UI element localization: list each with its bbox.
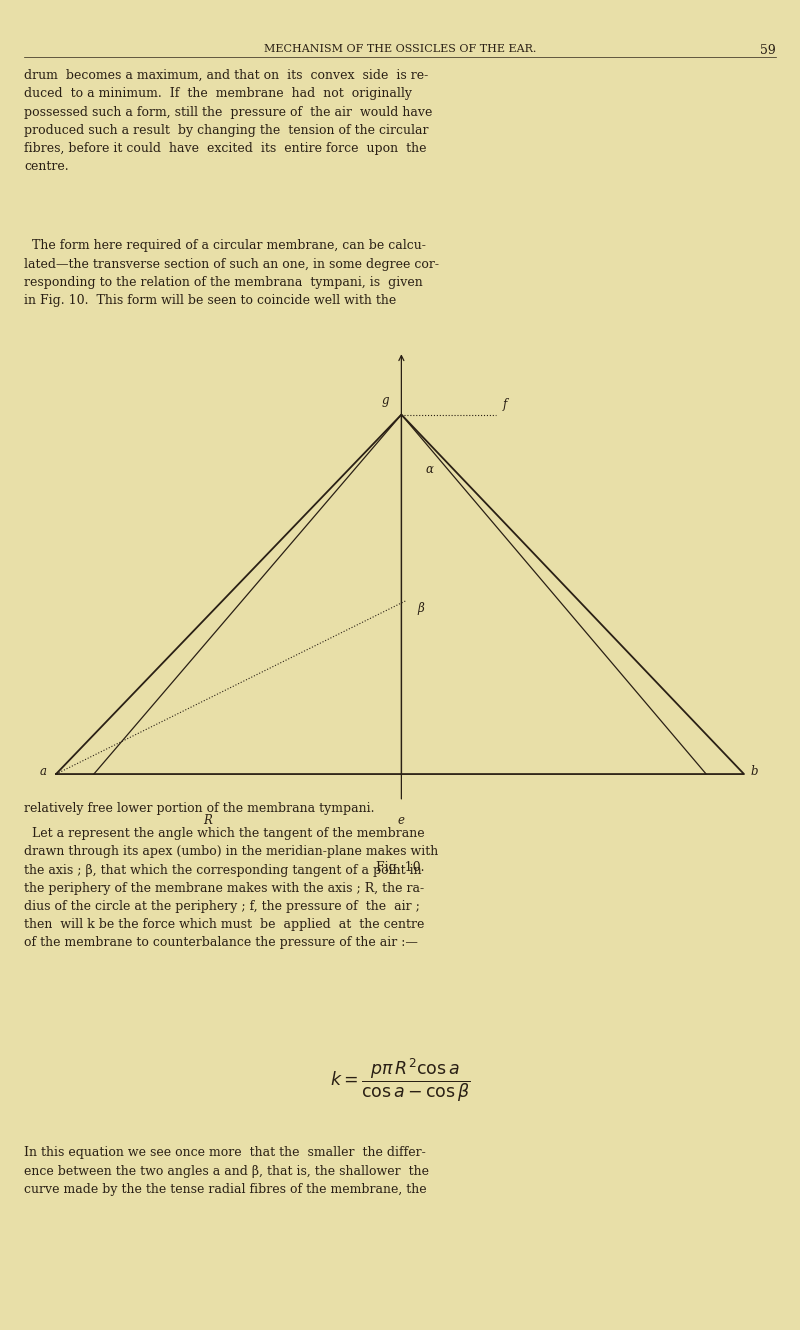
Text: 59: 59 [760,44,776,57]
Text: g: g [382,394,390,407]
Text: β: β [418,601,424,614]
Text: f: f [502,398,507,411]
Text: The form here required of a circular membrane, can be calcu-
lated—the transvers: The form here required of a circular mem… [24,239,439,307]
Text: Let a represent the angle which the tangent of the membrane
drawn through its ap: Let a represent the angle which the tang… [24,827,438,950]
Text: MECHANISM OF THE OSSICLES OF THE EAR.: MECHANISM OF THE OSSICLES OF THE EAR. [264,44,536,55]
Text: α: α [426,463,434,476]
Text: relatively free lower portion of the membrana tympani.: relatively free lower portion of the mem… [24,802,374,815]
Text: b: b [750,765,758,778]
Text: In this equation we see once more  that the  smaller  the differ-
ence between t: In this equation we see once more that t… [24,1146,429,1196]
Text: drum  becomes a maximum, and that on  its  convex  side  is re-
duced  to a mini: drum becomes a maximum, and that on its … [24,69,432,173]
Text: $k = \dfrac{p\pi\, R^2 \cos a}{\cos a - \cos \beta}$: $k = \dfrac{p\pi\, R^2 \cos a}{\cos a - … [330,1056,470,1104]
Text: a: a [39,765,46,778]
Text: Fig. 10.: Fig. 10. [376,861,424,874]
Text: e: e [398,814,405,826]
Text: R: R [203,814,212,826]
